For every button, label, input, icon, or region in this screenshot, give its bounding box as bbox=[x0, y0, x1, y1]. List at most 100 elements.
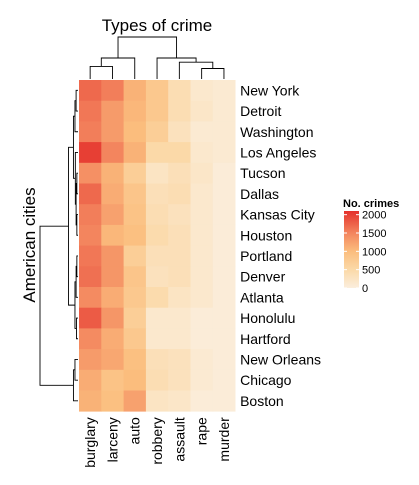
heatmap-cell bbox=[79, 100, 102, 122]
row-label: New York bbox=[240, 82, 300, 98]
dendrogram-branch bbox=[75, 89, 78, 112]
heatmap-cell bbox=[190, 266, 214, 288]
heatmap-cell bbox=[190, 224, 214, 246]
heatmap-cell bbox=[190, 121, 214, 143]
chart-title: Types of crime bbox=[102, 16, 213, 35]
heatmap-cell bbox=[212, 100, 236, 122]
heatmap-cell bbox=[79, 204, 102, 226]
heatmap-cell bbox=[79, 142, 102, 164]
dendrogram-branch bbox=[76, 172, 78, 195]
heatmap-cell bbox=[79, 162, 102, 184]
heatmap-cell bbox=[79, 121, 102, 143]
heatmap-cell bbox=[145, 224, 169, 246]
heatmap-cell bbox=[168, 224, 191, 246]
column-label: rape bbox=[194, 417, 210, 445]
heatmap-cell bbox=[168, 369, 191, 391]
dendrogram-branch bbox=[178, 61, 214, 79]
heatmap-cell bbox=[168, 162, 191, 184]
heatmap-cells bbox=[79, 80, 236, 412]
column-label: assault bbox=[171, 417, 187, 461]
heatmap-cell bbox=[123, 328, 147, 350]
heatmap-cell bbox=[190, 287, 214, 309]
heatmap-cell bbox=[212, 266, 236, 288]
heatmap-cell bbox=[101, 266, 124, 288]
heatmap-cell bbox=[101, 390, 124, 412]
heatmap-cell bbox=[168, 80, 191, 102]
heatmap-cell bbox=[145, 80, 169, 102]
heatmap-cell bbox=[101, 349, 124, 371]
row-label: Denver bbox=[240, 269, 285, 285]
dendrogram-branch bbox=[89, 65, 113, 79]
row-label: Dallas bbox=[240, 186, 279, 202]
dendrogram-branch bbox=[201, 68, 225, 79]
heatmap-cell bbox=[145, 307, 169, 329]
heatmap-cell bbox=[145, 183, 169, 205]
column-labels: burglary larceny auto robbery assault rape mur… bbox=[82, 417, 232, 468]
legend-tick-label: 2000 bbox=[362, 210, 386, 222]
row-label: Hartford bbox=[240, 331, 291, 347]
heatmap-cell bbox=[190, 142, 214, 164]
heatmap-cell bbox=[145, 390, 169, 412]
heatmap-cell bbox=[101, 121, 124, 143]
heatmap-cell bbox=[101, 204, 124, 226]
heatmap-cell bbox=[79, 328, 102, 350]
heatmap-cell bbox=[101, 142, 124, 164]
heatmap-cell bbox=[190, 183, 214, 205]
heatmap-cell bbox=[168, 307, 191, 329]
heatmap-cell bbox=[212, 369, 236, 391]
heatmap-cell bbox=[212, 349, 236, 371]
heatmap-cell bbox=[212, 224, 236, 246]
heatmap-cell bbox=[168, 204, 191, 226]
heatmap-cell bbox=[101, 80, 124, 102]
heatmap-cell bbox=[190, 162, 214, 184]
heatmap-cell bbox=[101, 287, 124, 309]
heatmap-cell bbox=[79, 266, 102, 288]
legend-tick-label: 1500 bbox=[362, 228, 386, 240]
heatmap-cell bbox=[145, 369, 169, 391]
heatmap-cell bbox=[190, 80, 214, 102]
heatmap-cell bbox=[123, 183, 147, 205]
heatmap-cell bbox=[101, 307, 124, 329]
heatmap-cell bbox=[212, 183, 236, 205]
heatmap-cell bbox=[79, 287, 102, 309]
heatmap-cell bbox=[212, 121, 236, 143]
heatmap-cell bbox=[101, 224, 124, 246]
y-axis-title: American cities bbox=[20, 187, 39, 302]
heatmap-cell bbox=[168, 328, 191, 350]
row-label: Chicago bbox=[240, 372, 292, 388]
heatmap-cell bbox=[145, 328, 169, 350]
heatmap-cell bbox=[212, 80, 236, 102]
heatmap-cell bbox=[190, 369, 214, 391]
heatmap-cell bbox=[123, 369, 147, 391]
heatmap-cell bbox=[168, 142, 191, 164]
heatmap-cell bbox=[79, 80, 102, 102]
heatmap-cell bbox=[79, 369, 102, 391]
heatmap-cell bbox=[212, 328, 236, 350]
row-label: Atlanta bbox=[240, 289, 284, 305]
heatmap-cell bbox=[123, 142, 147, 164]
row-label: Boston bbox=[240, 393, 284, 409]
row-dendrogram bbox=[39, 89, 78, 402]
dendrogram-branch bbox=[117, 36, 178, 58]
column-label: burglary bbox=[82, 417, 98, 468]
legend-ticks: 2000 1500 1000 500 0 bbox=[344, 210, 386, 295]
heatmap-cell bbox=[190, 349, 214, 371]
heatmap-cell bbox=[123, 204, 147, 226]
dendrogram-branch bbox=[76, 255, 78, 278]
heatmap-cell bbox=[212, 307, 236, 329]
heatmap-cell bbox=[145, 121, 169, 143]
heatmap-cell bbox=[123, 266, 147, 288]
heatmap-cell bbox=[212, 390, 236, 412]
legend-title: No. crimes bbox=[343, 198, 399, 210]
heatmap-cell bbox=[168, 349, 191, 371]
heatmap-cell bbox=[101, 245, 124, 267]
heatmap-cell bbox=[190, 328, 214, 350]
legend-color-bar bbox=[344, 211, 359, 288]
heatmap-cell bbox=[101, 328, 124, 350]
heatmap-cell bbox=[123, 307, 147, 329]
heatmap-cell bbox=[190, 100, 214, 122]
heatmap-cell bbox=[145, 266, 169, 288]
legend-tick-label: 1000 bbox=[362, 246, 386, 258]
column-label: robbery bbox=[149, 417, 165, 464]
heatmap-cell bbox=[79, 245, 102, 267]
